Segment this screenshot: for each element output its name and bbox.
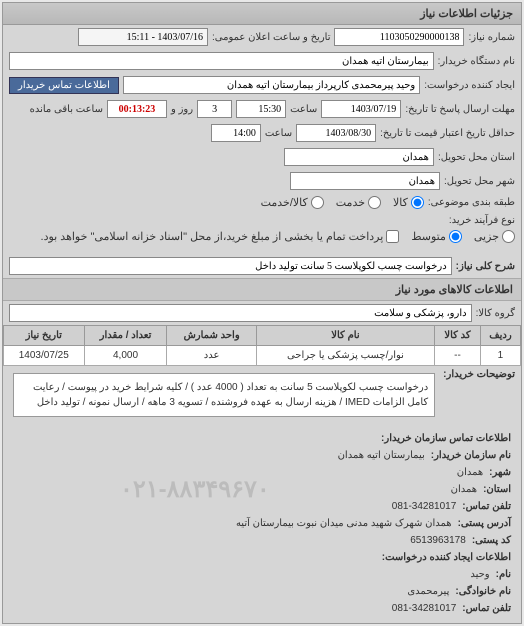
radio-khedmat[interactable]: خدمت: [336, 196, 381, 209]
deadline-time-input[interactable]: [236, 100, 286, 118]
post-value: 6513963178: [410, 532, 466, 549]
subject-input: [9, 257, 452, 275]
time-label-1: ساعت: [290, 104, 317, 115]
radio-small[interactable]: جزیی: [474, 230, 515, 243]
contact-title: اطلاعات تماس سازمان خریدار:: [381, 430, 511, 447]
col-qty: تعداد / مقدار: [84, 326, 167, 346]
province-input: [284, 148, 434, 166]
city-label: شهر محل تحویل:: [444, 176, 515, 187]
radio-kala-khedmat-input[interactable]: [311, 196, 324, 209]
creator-label: ایجاد کننده درخواست:: [424, 80, 515, 91]
radio-kala-khedmat[interactable]: کالا/خدمت: [261, 196, 324, 209]
notes-text: درخواست چسب لکوپلاست 5 سانت به تعداد ( 4…: [13, 373, 435, 417]
process-checkbox-item[interactable]: پرداخت تمام یا بخشی از مبلغ خرید،از محل …: [41, 230, 400, 243]
buyer-label: نام دستگاه خریدار:: [438, 56, 515, 67]
address-label: آدرس پستی:: [458, 515, 511, 532]
org-value: بیمارستان اتیه همدان: [338, 447, 425, 464]
contact-province-label: استان:: [483, 481, 511, 498]
col-date: تاریخ نیاز: [4, 326, 85, 346]
name-label: نام:: [496, 566, 511, 583]
post-label: کد پستی:: [472, 532, 511, 549]
table-row[interactable]: 1 -- نوار/چسب پزشکی یا جراحی عدد 4,000 1…: [4, 346, 521, 366]
process-label: نوع فرآیند خرید:: [449, 215, 515, 226]
deadline-date-input[interactable]: [321, 100, 401, 118]
phone-label: تلفن تماس:: [462, 498, 511, 515]
buyer-input: [9, 52, 434, 70]
col-name: نام کالا: [256, 326, 434, 346]
items-section-title: اطلاعات کالاهای مورد نیاز: [3, 278, 521, 301]
panel-title: جزئیات اطلاعات نیاز: [3, 3, 521, 25]
group-label: گروه کالا:: [476, 308, 515, 319]
creator-title: اطلاعات ایجاد کننده درخواست:: [382, 549, 511, 566]
col-index: ردیف: [480, 326, 520, 346]
remaining-label: ساعت باقی مانده: [30, 104, 103, 115]
contact-province-value: همدان: [451, 481, 477, 498]
days-input: [197, 100, 232, 118]
subject-type-label: طبقه بندی موضوعی:: [428, 197, 515, 208]
deadline-label: مهلت ارسال پاسخ تا تاریخ:: [405, 104, 515, 115]
radio-khedmat-input[interactable]: [368, 196, 381, 209]
radio-kala[interactable]: کالا: [393, 196, 424, 209]
org-label: نام سازمان خریدار:: [431, 447, 511, 464]
notes-label: توضیحات خریدار:: [443, 369, 515, 380]
countdown-input: [107, 100, 167, 118]
family-label: نام خانوادگی:: [455, 583, 511, 600]
validity-date-input[interactable]: [296, 124, 376, 142]
creator-input: [123, 76, 420, 94]
subject-label: شرح کلی نیاز:: [456, 261, 515, 272]
radio-small-input[interactable]: [502, 230, 515, 243]
creator-phone-label: تلفن تماس:: [462, 600, 511, 617]
need-number-label: شماره نیاز:: [468, 32, 515, 43]
family-value: پیرمحمدی: [407, 583, 449, 600]
validity-time-input[interactable]: [211, 124, 261, 142]
validity-label: حداقل تاریخ اعتبار قیمت تا تاریخ:: [380, 128, 515, 139]
radio-medium-input[interactable]: [449, 230, 462, 243]
name-value: وحید: [470, 566, 489, 583]
col-unit: واحد شمارش: [167, 326, 256, 346]
announce-date-label: تاریخ و ساعت اعلان عمومی:: [212, 32, 331, 43]
col-code: کد کالا: [435, 326, 481, 346]
phone-value: 081-34281017: [392, 498, 457, 515]
province-label: استان محل تحویل:: [438, 152, 515, 163]
contact-button[interactable]: اطلاعات تماس خریدار: [9, 77, 119, 94]
creator-phone-value: 081-34281017: [392, 600, 457, 617]
days-label: روز و: [171, 104, 193, 115]
group-input: [9, 304, 472, 322]
radio-kala-input[interactable]: [411, 196, 424, 209]
process-checkbox[interactable]: [386, 230, 399, 243]
items-table: ردیف کد کالا نام کالا واحد شمارش تعداد /…: [3, 325, 521, 366]
city-input: [290, 172, 440, 190]
need-number-input[interactable]: [334, 28, 464, 46]
address-value: همدان شهرک شهید مدنی میدان نبوت بیمارستا…: [236, 515, 452, 532]
contact-city-value: همدان: [457, 464, 483, 481]
time-label-2: ساعت: [265, 128, 292, 139]
radio-medium[interactable]: متوسط: [411, 230, 462, 243]
contact-city-label: شهر:: [489, 464, 511, 481]
announce-date-input: [78, 28, 208, 46]
